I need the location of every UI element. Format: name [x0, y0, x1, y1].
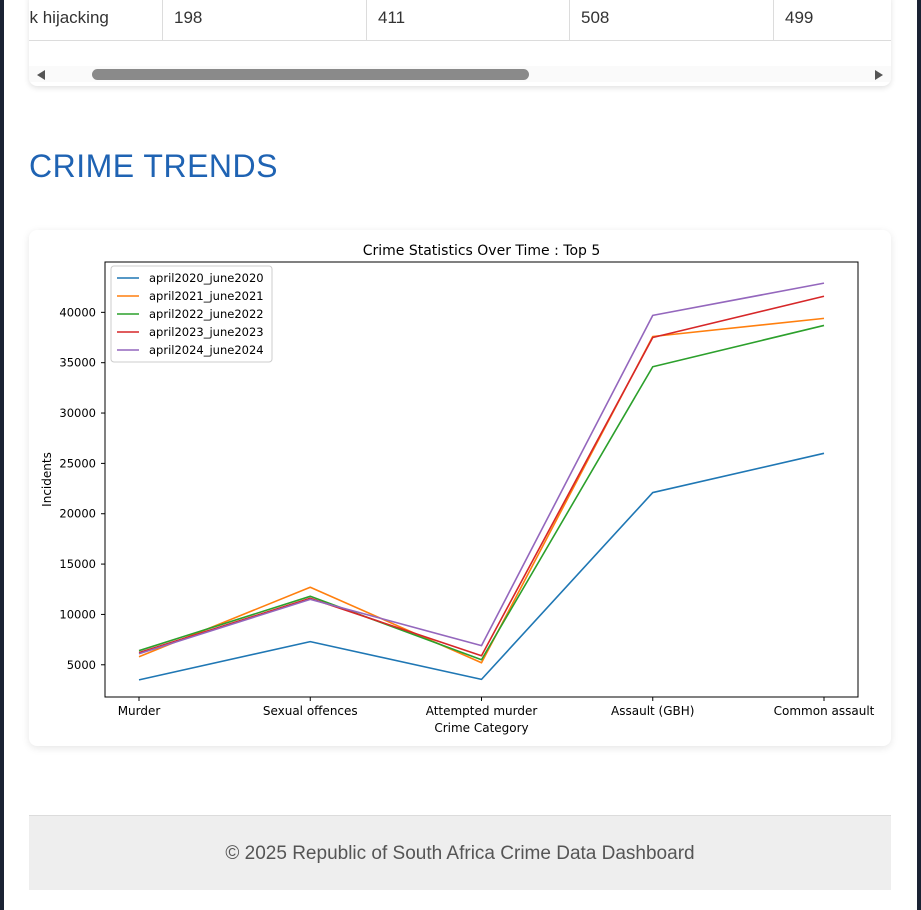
y-tick-label: 30000 [59, 406, 96, 420]
page: ck hijacking 198 411 508 499 CRIME TREND… [4, 0, 917, 910]
y-tick-label: 5000 [67, 658, 96, 672]
x-tick-label: Attempted murder [426, 704, 538, 718]
x-tick-label: Common assault [774, 704, 875, 718]
scrollbar-thumb[interactable] [92, 69, 529, 80]
legend-entry: april2022_june2022 [149, 307, 264, 321]
horizontal-scrollbar[interactable] [29, 66, 891, 82]
table-cell-value: 508 [569, 0, 773, 40]
x-axis-label: Crime Category [434, 721, 528, 735]
legend-box [110, 265, 273, 363]
y-tick-label: 20000 [59, 507, 96, 521]
crime-trend-chart: Crime Statistics Over Time : Top 5 5000 10… [40, 243, 875, 735]
table-cell-value: 499 [773, 0, 891, 40]
series-line-april2022_june2022 [138, 324, 825, 661]
crime-table-card: ck hijacking 198 411 508 499 [29, 0, 891, 86]
table-cell-value: 198 [162, 0, 366, 40]
table-cell-category: ck hijacking [29, 8, 109, 27]
legend-entry: april2024_june2024 [149, 343, 264, 357]
legend-entry: april2023_june2023 [149, 325, 264, 339]
legend-entry: april2021_june2021 [149, 289, 264, 303]
series-line-april2024_june2024 [138, 282, 825, 655]
scroll-right-arrow-icon[interactable] [875, 70, 883, 80]
series-line-april2023_june2023 [138, 295, 825, 657]
chart-card: Crime Statistics Over Time : Top 5 5000 10… [29, 230, 891, 746]
series-line-april2020_june2020 [138, 452, 825, 681]
chart-title: Crime Statistics Over Time : Top 5 [363, 243, 601, 259]
x-tick-label: Murder [118, 704, 161, 718]
x-tick-label: Sexual offences [263, 704, 358, 718]
table-row: ck hijacking 198 411 508 499 [29, 0, 891, 41]
y-tick-label: 25000 [59, 456, 96, 470]
section-title: CRIME TRENDS [29, 148, 278, 184]
scroll-left-arrow-icon[interactable] [37, 70, 45, 80]
table-cell-value: 411 [366, 0, 569, 40]
x-tick-label: Assault (GBH) [611, 704, 694, 718]
series-line-april2021_june2021 [138, 317, 825, 664]
legend-entry: april2020_june2020 [149, 271, 264, 285]
footer: © 2025 Republic of South Africa Crime Da… [29, 815, 891, 890]
y-tick-label: 15000 [59, 557, 96, 571]
y-axis-label: Incidents [40, 452, 54, 507]
y-tick-label: 40000 [59, 305, 96, 319]
y-tick-label: 35000 [59, 356, 96, 370]
y-tick-label: 10000 [59, 607, 96, 621]
